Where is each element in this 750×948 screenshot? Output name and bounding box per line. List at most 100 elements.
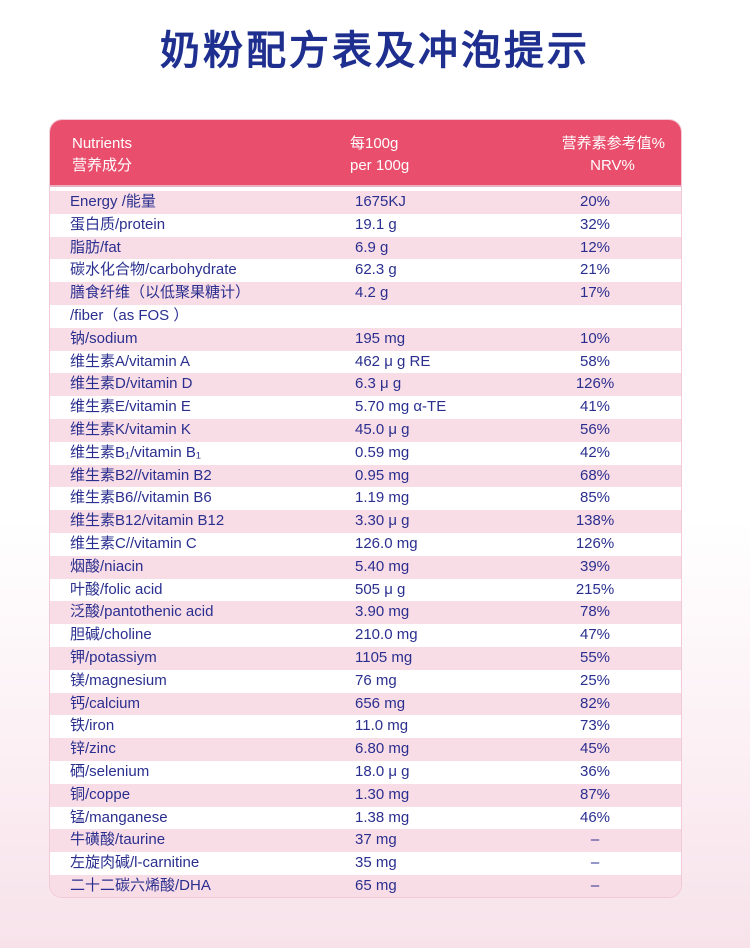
nutrient-nrv: 138% — [575, 512, 615, 530]
nutrient-value: 62.3 g — [355, 261, 397, 279]
table-row: 维生素D/vitamin D 6.3 μ g 126% — [50, 373, 681, 397]
header-per-100g-cn: 每100g — [350, 135, 399, 152]
nutrient-value: 0.59 mg — [355, 443, 410, 461]
table-row: 叶酸/folic acid 505 μ g 215% — [50, 578, 681, 602]
nutrient-nrv: – — [590, 877, 600, 894]
nutrient-nrv: 46% — [579, 808, 611, 826]
nutrient-value: 5.70 mg α-TE — [355, 398, 447, 416]
table-row: 蛋白质/protein 19.1 g 32% — [50, 213, 681, 237]
table-row: 钠/sodium 195 mg 10% — [50, 327, 681, 351]
nutrient-nrv: – — [590, 854, 600, 872]
table-row: 烟酸/niacin 5.40 mg 39% — [50, 555, 681, 579]
nutrient-name: 维生素B2//vitamin B2 — [70, 466, 212, 484]
nutrient-name: 钙/calcium — [70, 694, 141, 712]
table-row: 碳水化合物/carbohydrate 62.3 g 21% — [50, 259, 681, 283]
nutrient-nrv: 56% — [579, 421, 611, 438]
nutrient-name: 脂肪/fat — [70, 238, 121, 256]
nutrient-value: 505 μ g — [355, 580, 406, 598]
table-row: 维生素B2//vitamin B2 0.95 mg 68% — [50, 464, 681, 488]
header-per-100g: 每100g per 100g — [350, 133, 409, 177]
header-divider — [50, 185, 681, 187]
nutrient-name: 钠/sodium — [70, 329, 138, 347]
nutrient-value: 45.0 μ g — [355, 421, 410, 438]
table-row: 左旋肉碱/l-carnitine 35 mg – — [50, 852, 681, 875]
nutrient-value: 19.1 g — [355, 215, 397, 233]
nutrient-nrv: 10% — [579, 329, 611, 347]
nutrient-value: 4.2 g — [355, 284, 389, 302]
nutrient-name: 胆碱/choline — [70, 626, 152, 644]
nutrient-value: 35 mg — [355, 854, 397, 872]
nutrient-name: 维生素E/vitamin E — [70, 398, 191, 416]
nutrient-name: 泛酸/pantothenic acid — [70, 603, 214, 621]
nutrient-nrv: 25% — [579, 671, 611, 689]
nutrient-nrv: 126% — [575, 375, 615, 393]
table-row: 钙/calcium 656 mg 82% — [50, 692, 681, 716]
nutrient-nrv: 20% — [579, 193, 611, 210]
nutrient-name: 铁/iron — [70, 717, 115, 735]
table-row: 胆碱/choline 210.0 mg 47% — [50, 624, 681, 647]
nutrient-nrv: 32% — [579, 215, 611, 233]
nutrient-name: 二十二碳六烯酸/DHA — [70, 877, 211, 894]
table-row: 维生素B6//vitamin B6 1.19 mg 85% — [50, 487, 681, 511]
nutrient-nrv: 42% — [579, 443, 611, 461]
nutrient-nrv: 87% — [579, 785, 611, 803]
nutrient-value: 76 mg — [355, 671, 397, 689]
nutrient-nrv: 73% — [579, 717, 611, 735]
nutrient-value: 1105 mg — [355, 649, 413, 666]
nutrient-nrv: 82% — [579, 694, 611, 712]
nutrient-name: 维生素B12/vitamin B12 — [70, 512, 225, 530]
nutrient-nrv: 12% — [579, 238, 611, 256]
nutrient-value: 3.30 μ g — [355, 512, 410, 530]
table-row: 维生素A/vitamin A 462 μ g RE 58% — [50, 350, 681, 374]
table-row: 泛酸/pantothenic acid 3.90 mg 78% — [50, 601, 681, 625]
table-row: /fiber（as FOS ） — [50, 305, 681, 328]
nutrient-value: 126.0 mg — [355, 535, 418, 552]
header-nutrients-en: Nutrients — [72, 135, 133, 152]
nutrient-value: 65 mg — [355, 877, 397, 894]
table-row: 锰/manganese 1.38 mg 46% — [50, 806, 681, 830]
nutrient-name: 维生素C//vitamin C — [70, 535, 197, 552]
nutrition-table: Nutrients 营养成分 每100g per 100g 营养素参考值% NR… — [50, 120, 681, 897]
nutrient-value: 6.80 mg — [355, 740, 410, 758]
nutrient-nrv: 41% — [579, 398, 611, 416]
table-row: 维生素C//vitamin C 126.0 mg 126% — [50, 533, 681, 556]
nutrient-name: 锌/zinc — [70, 740, 116, 758]
nutrient-name: 碳水化合物/carbohydrate — [70, 261, 237, 279]
nutrient-value: 18.0 μ g — [355, 763, 410, 780]
nutrient-value: 656 mg — [355, 694, 406, 712]
nutrient-nrv: 78% — [579, 603, 611, 621]
nutrient-name: /fiber（as FOS ） — [70, 307, 189, 324]
nutrient-value: 1.38 mg — [355, 808, 410, 826]
nutrient-name: 镁/magnesium — [70, 671, 167, 689]
nutrient-nrv: 21% — [579, 261, 611, 279]
table-row: 铁/iron 11.0 mg 73% — [50, 715, 681, 739]
nutrient-nrv: 36% — [579, 763, 611, 780]
nutrient-value: 210.0 mg — [355, 626, 418, 644]
nutrient-name: Energy /能量 — [70, 193, 156, 210]
nutrient-value: 0.95 mg — [355, 466, 410, 484]
table-header: Nutrients 营养成分 每100g per 100g 营养素参考值% NR… — [50, 120, 681, 185]
table-row: 维生素B12/vitamin B12 3.30 μ g 138% — [50, 510, 681, 533]
table-body: Energy /能量 1675KJ 20% 蛋白质/protein 19.1 g 32% 脂… — [50, 185, 681, 897]
nutrient-value: 6.9 g — [355, 238, 389, 256]
header-nrv: 营养素参考值% NRV% — [510, 133, 665, 177]
nutrient-name: 维生素K/vitamin K — [70, 421, 191, 438]
nutrient-name: 维生素B₁/vitamin B₁ — [70, 443, 201, 461]
nutrient-value: 11.0 mg — [355, 717, 409, 735]
nutrient-nrv: 126% — [575, 535, 615, 552]
table-row: 锌/zinc 6.80 mg 45% — [50, 738, 681, 761]
nutrient-nrv: 17% — [579, 284, 611, 302]
table-row: 铜/coppe 1.30 mg 87% — [50, 783, 681, 807]
table-row: 维生素E/vitamin E 5.70 mg α-TE 41% — [50, 396, 681, 419]
nutrient-name: 锰/manganese — [70, 808, 168, 826]
nutrient-value: 5.40 mg — [355, 557, 410, 575]
table-row: Energy /能量 1675KJ 20% — [50, 191, 681, 214]
header-nutrients-cn: 营养成分 — [72, 157, 133, 174]
table-row: 维生素B₁/vitamin B₁ 0.59 mg 42% — [50, 441, 681, 465]
nutrient-name: 硒/selenium — [70, 763, 150, 780]
table-row: 维生素K/vitamin K 45.0 μ g 56% — [50, 419, 681, 442]
nutrient-nrv: 68% — [579, 466, 611, 484]
nutrient-value: 1.19 mg — [355, 489, 410, 507]
nutrient-nrv: – — [590, 831, 600, 849]
table-row: 牛磺酸/taurine 37 mg – — [50, 829, 681, 853]
